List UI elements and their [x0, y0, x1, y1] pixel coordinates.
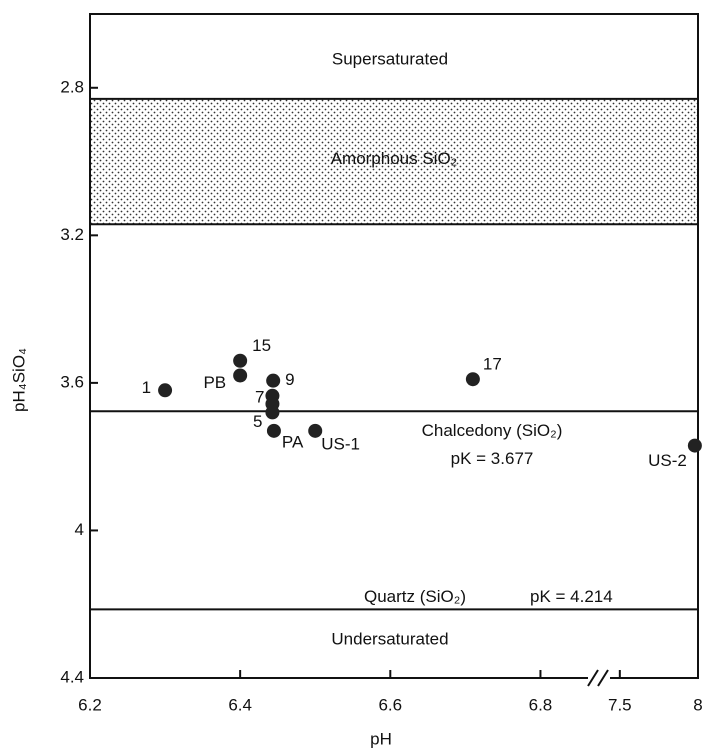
- point-label: PB: [203, 373, 226, 392]
- point-label: 7: [255, 387, 264, 406]
- point-label: PA: [282, 432, 304, 451]
- data-point: [233, 368, 248, 383]
- axis-break: [597, 669, 609, 687]
- point-label: 17: [483, 355, 502, 374]
- x-axis-label: pH: [370, 729, 392, 748]
- x-tick-label: 6.6: [378, 695, 402, 714]
- data-point: [266, 423, 281, 438]
- x-tick-label: 6.8: [529, 695, 553, 714]
- reference-name: Chalcedony (SiO₂): [422, 421, 563, 440]
- plot-frame: [89, 13, 699, 679]
- reference-name: Quartz (SiO₂): [364, 587, 466, 606]
- point-label: US-1: [321, 434, 360, 453]
- annotation: Undersaturated: [331, 629, 448, 648]
- y-axis-label: pH₄SiO₄: [9, 348, 28, 412]
- x-tick-label: 8: [693, 695, 702, 714]
- y-tick-label: 4: [75, 520, 84, 539]
- data-point: [233, 353, 248, 368]
- x-tick-label: 6.2: [78, 695, 102, 714]
- data-point: [266, 373, 281, 388]
- data-point: [158, 383, 173, 398]
- data-point: [308, 423, 323, 438]
- band-label: Amorphous SiO₂: [331, 149, 458, 168]
- y-tick-label: 2.8: [60, 77, 84, 96]
- reference-label: pK = 4.214: [530, 587, 613, 606]
- x-tick-label: 7.5: [608, 695, 632, 714]
- point-label: 5: [253, 412, 262, 431]
- y-tick-label: 3.6: [60, 372, 84, 391]
- amorphous-band: [90, 98, 698, 225]
- y-tick-label: 4.4: [60, 667, 84, 686]
- reference-label: pK = 3.677: [451, 449, 534, 468]
- data-point: [687, 438, 702, 453]
- data-point: [265, 405, 280, 420]
- data-point: [465, 372, 480, 387]
- axis-break: [587, 669, 599, 687]
- point-label: 1: [142, 378, 151, 397]
- point-label: US-2: [648, 451, 687, 470]
- x-tick-label: 6.4: [228, 695, 252, 714]
- point-label: 9: [285, 370, 294, 389]
- annotation: Supersaturated: [332, 49, 448, 68]
- point-label: 15: [252, 336, 271, 355]
- y-tick-label: 3.2: [60, 225, 84, 244]
